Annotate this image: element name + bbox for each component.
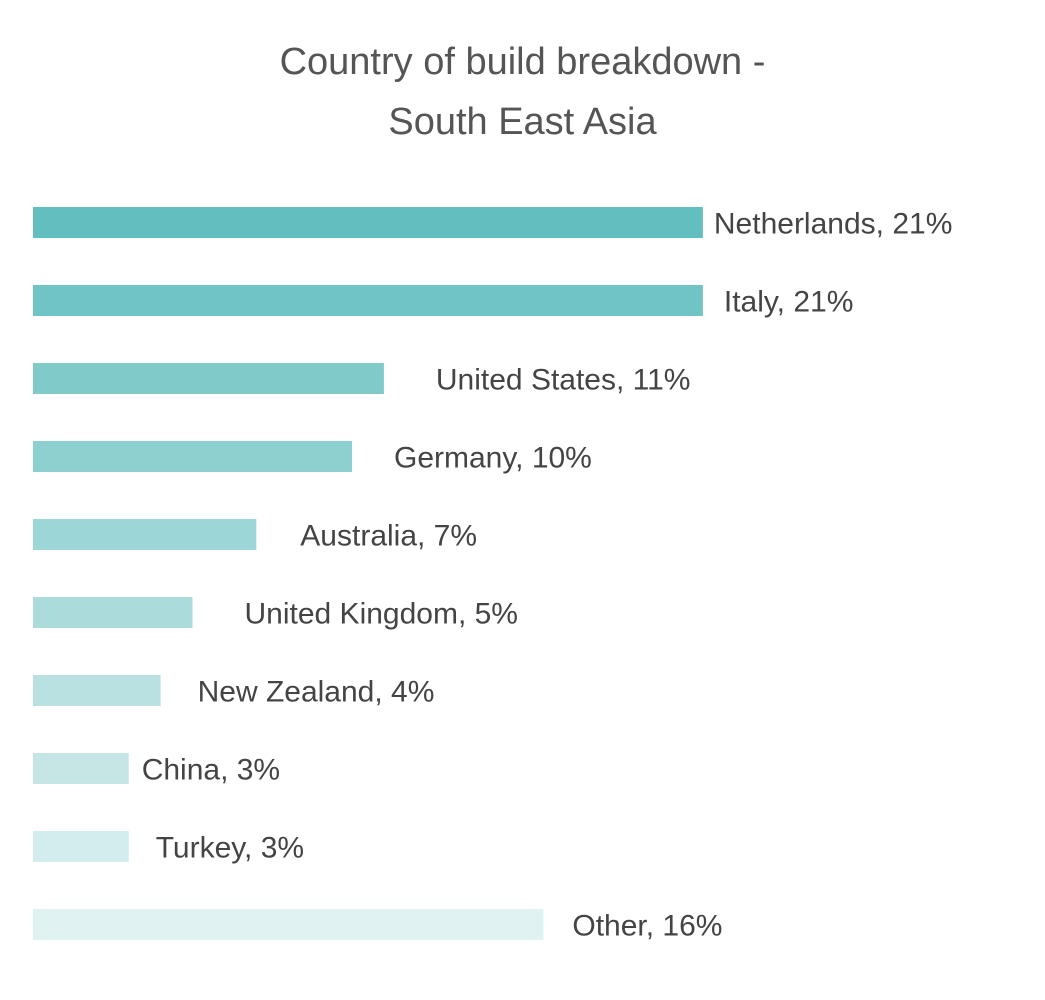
bar-italy [33,285,703,316]
bar-other [33,909,544,940]
data-label: Germany, 10% [394,442,592,475]
bar-united-states [33,363,384,394]
data-label: Australia, 7% [300,520,477,553]
data-label: United Kingdom, 5% [245,598,519,631]
bar-china [33,753,129,784]
bar-new-zealand [33,675,161,706]
chart-title-line-1: Country of build breakdown - [279,41,766,83]
bar-turkey [33,831,129,862]
data-label: Italy, 21% [724,286,854,319]
data-label: Turkey, 3% [156,832,304,865]
bar-germany [33,441,352,472]
bar-united-kingdom [33,597,193,628]
data-label: New Zealand, 4% [198,676,435,709]
chart-title: Country of build breakdown - South East … [0,32,1045,152]
data-label: China, 3% [142,754,280,787]
chart-title-line-2: South East Asia [388,101,657,143]
bar-netherlands [33,207,703,238]
data-label: United States, 11% [436,364,691,397]
data-label: Other, 16% [572,910,722,943]
data-label: Netherlands, 21% [714,208,952,241]
bar-australia [33,519,257,550]
